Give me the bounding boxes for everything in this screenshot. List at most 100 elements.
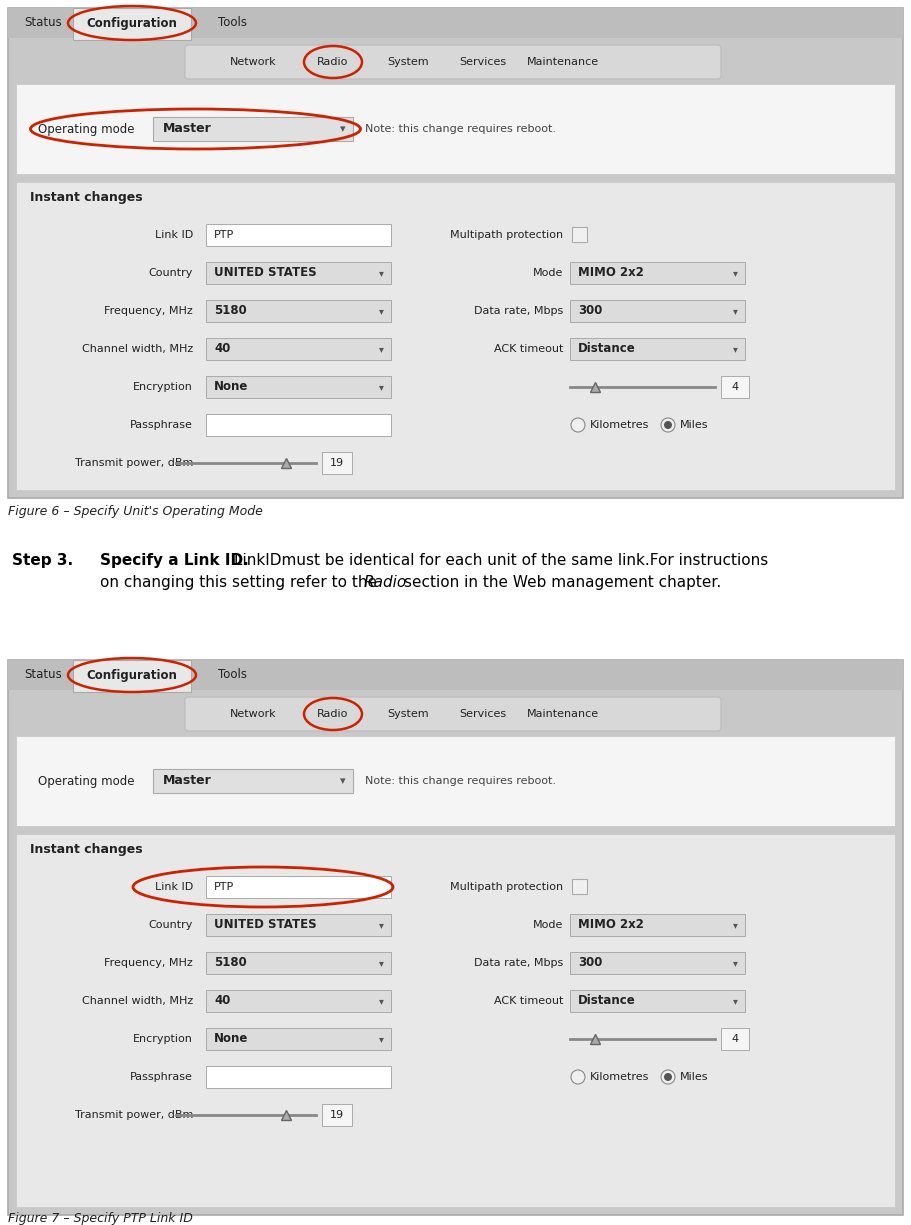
- Text: Note: this change requires reboot.: Note: this change requires reboot.: [365, 775, 556, 786]
- Text: Link ID: Link ID: [155, 230, 193, 240]
- Bar: [570, 952, 745, 974]
- Bar: [322, 452, 352, 474]
- Bar: [8, 9, 903, 38]
- Text: Configuration: Configuration: [87, 669, 178, 681]
- Text: ▾: ▾: [379, 958, 384, 968]
- Text: UNITED STATES: UNITED STATES: [214, 919, 317, 931]
- FancyBboxPatch shape: [185, 697, 721, 731]
- Bar: [206, 1066, 391, 1088]
- Bar: [721, 376, 749, 398]
- Bar: [8, 660, 903, 690]
- Bar: [570, 300, 745, 322]
- Text: Master: Master: [163, 774, 211, 788]
- Circle shape: [571, 418, 585, 432]
- Bar: [153, 118, 353, 141]
- Bar: [16, 736, 895, 826]
- Text: ▾: ▾: [732, 306, 737, 316]
- Bar: [73, 660, 191, 692]
- Text: Operating mode: Operating mode: [38, 122, 135, 136]
- Text: Instant changes: Instant changes: [30, 191, 143, 205]
- Text: System: System: [387, 58, 429, 67]
- Bar: [206, 338, 391, 360]
- Text: Maintenance: Maintenance: [527, 709, 599, 719]
- Text: Country: Country: [148, 920, 193, 930]
- Circle shape: [664, 421, 672, 429]
- Text: 4: 4: [732, 1034, 739, 1044]
- Text: Transmit power, dBm: Transmit power, dBm: [75, 1110, 193, 1120]
- Text: Network: Network: [230, 58, 276, 67]
- Text: PTP: PTP: [214, 882, 234, 892]
- Text: 40: 40: [214, 343, 230, 355]
- Text: MIMO 2x2: MIMO 2x2: [578, 267, 644, 279]
- Circle shape: [664, 1073, 672, 1080]
- Text: ▾: ▾: [379, 306, 384, 316]
- Text: PTP: PTP: [214, 230, 234, 240]
- Text: ▾: ▾: [732, 268, 737, 278]
- Bar: [721, 1028, 749, 1050]
- Text: Kilometres: Kilometres: [590, 1072, 650, 1082]
- Text: ▾: ▾: [732, 920, 737, 930]
- Text: ▾: ▾: [379, 344, 384, 354]
- Circle shape: [661, 1069, 675, 1084]
- Text: Distance: Distance: [578, 343, 636, 355]
- Text: Configuration: Configuration: [87, 16, 178, 29]
- Circle shape: [571, 1069, 585, 1084]
- Text: section in the Web management chapter.: section in the Web management chapter.: [404, 575, 722, 590]
- Text: Multipath protection: Multipath protection: [450, 882, 563, 892]
- Text: ▾: ▾: [340, 124, 346, 134]
- Text: Kilometres: Kilometres: [590, 420, 650, 430]
- Text: Maintenance: Maintenance: [527, 58, 599, 67]
- Text: Figure 6 – Specify Unit's Operating Mode: Figure 6 – Specify Unit's Operating Mode: [8, 505, 263, 518]
- Text: ▾: ▾: [340, 775, 346, 786]
- Text: Encryption: Encryption: [133, 382, 193, 392]
- Text: Note: this change requires reboot.: Note: this change requires reboot.: [365, 124, 556, 134]
- Text: ▾: ▾: [379, 920, 384, 930]
- Text: ▾: ▾: [379, 382, 384, 392]
- Text: Data rate, Mbps: Data rate, Mbps: [474, 306, 563, 316]
- Text: ▾: ▾: [732, 958, 737, 968]
- Bar: [8, 9, 903, 499]
- Text: 40: 40: [214, 995, 230, 1007]
- Text: Master: Master: [163, 122, 211, 136]
- Bar: [206, 414, 391, 436]
- Text: ▾: ▾: [379, 268, 384, 278]
- Text: MIMO 2x2: MIMO 2x2: [578, 919, 644, 931]
- Bar: [570, 990, 745, 1012]
- Text: Country: Country: [148, 268, 193, 278]
- Bar: [8, 660, 903, 1215]
- Text: 300: 300: [578, 305, 602, 317]
- Bar: [206, 300, 391, 322]
- Bar: [572, 227, 587, 243]
- Bar: [572, 880, 587, 894]
- Text: Frequency, MHz: Frequency, MHz: [104, 306, 193, 316]
- Text: Status: Status: [24, 669, 62, 681]
- Bar: [16, 85, 895, 174]
- Text: Tools: Tools: [219, 669, 248, 681]
- Text: None: None: [214, 1033, 249, 1045]
- Text: Tools: Tools: [219, 16, 248, 29]
- Text: Data rate, Mbps: Data rate, Mbps: [474, 958, 563, 968]
- Text: Status: Status: [24, 16, 62, 29]
- Bar: [206, 990, 391, 1012]
- Text: Link ID: Link ID: [155, 882, 193, 892]
- Bar: [206, 952, 391, 974]
- Text: Network: Network: [230, 709, 276, 719]
- Text: Channel width, MHz: Channel width, MHz: [82, 344, 193, 354]
- Text: Encryption: Encryption: [133, 1034, 193, 1044]
- Text: None: None: [214, 381, 249, 393]
- Text: Operating mode: Operating mode: [38, 774, 135, 788]
- Bar: [570, 914, 745, 936]
- Bar: [16, 183, 895, 490]
- Text: Radio: Radio: [317, 709, 349, 719]
- Text: Mode: Mode: [533, 268, 563, 278]
- Bar: [73, 9, 191, 40]
- Text: 19: 19: [330, 1110, 344, 1120]
- Text: Services: Services: [459, 58, 507, 67]
- Text: Specify a Link ID.: Specify a Link ID.: [100, 552, 249, 568]
- Bar: [206, 876, 391, 898]
- Bar: [206, 1028, 391, 1050]
- Bar: [206, 376, 391, 398]
- Bar: [206, 262, 391, 284]
- Bar: [322, 1104, 352, 1126]
- Bar: [570, 262, 745, 284]
